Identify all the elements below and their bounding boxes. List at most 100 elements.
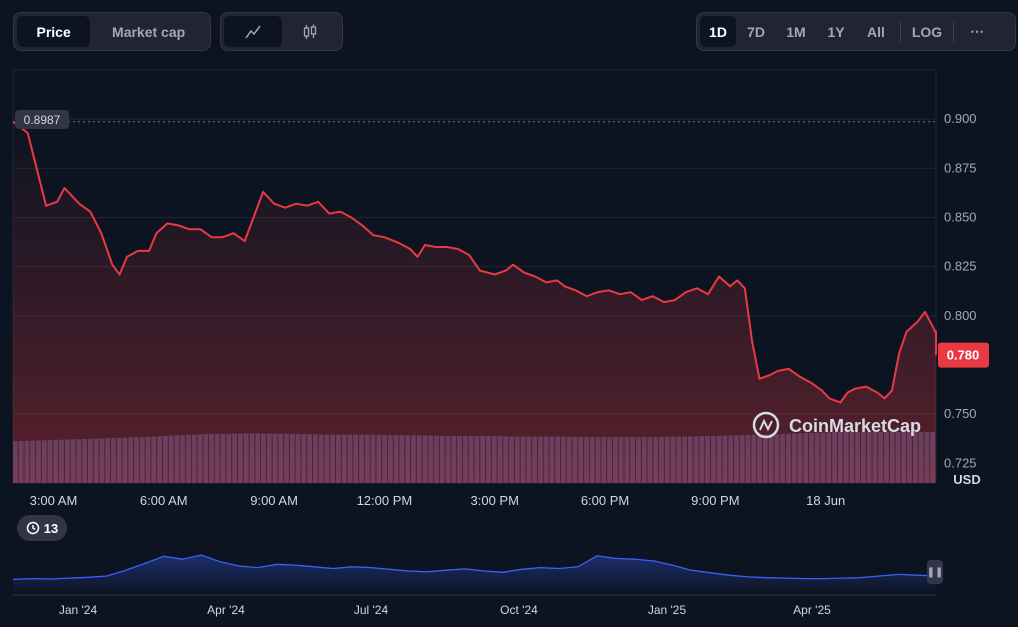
volume-bar bbox=[503, 436, 509, 483]
volume-bar bbox=[249, 433, 255, 483]
volume-bar bbox=[814, 432, 820, 483]
volume-bar bbox=[382, 434, 387, 483]
volume-bar bbox=[497, 436, 503, 483]
volume-bar bbox=[589, 437, 595, 483]
range-all-button[interactable]: All bbox=[867, 23, 885, 40]
volume-bar bbox=[930, 432, 935, 483]
volume-bar bbox=[653, 436, 659, 483]
plot-frame bbox=[12, 69, 937, 484]
volume-bar bbox=[768, 434, 774, 483]
volume-bar bbox=[705, 436, 711, 483]
volume-bar bbox=[693, 436, 699, 483]
volume-bar bbox=[18, 440, 24, 483]
current-price-text: 0.780 bbox=[947, 348, 980, 363]
x-tick-label: 3:00 PM bbox=[471, 493, 519, 508]
volume-bar bbox=[416, 435, 422, 483]
volume-bar bbox=[445, 435, 451, 483]
volume-bar bbox=[278, 433, 284, 483]
volume-bar bbox=[872, 432, 878, 483]
volume-bar bbox=[491, 436, 497, 483]
volume-bar bbox=[907, 432, 912, 483]
overview-x-tick-label: Jan '25 bbox=[648, 603, 687, 617]
volume-bar bbox=[820, 432, 826, 483]
volume-bar bbox=[180, 435, 186, 483]
log-scale-button[interactable]: LOG bbox=[911, 23, 943, 40]
volume-bar bbox=[636, 437, 641, 483]
volume-bar bbox=[157, 436, 162, 483]
chart-type-toggle bbox=[220, 12, 343, 51]
volume-bar bbox=[232, 433, 237, 483]
x-tick-label: 6:00 PM bbox=[581, 493, 629, 508]
volume-bar bbox=[734, 435, 739, 483]
x-tick-label: 3:00 AM bbox=[30, 493, 78, 508]
line-chart-button[interactable] bbox=[224, 16, 282, 47]
volume-bar bbox=[843, 432, 849, 483]
volume-bar bbox=[924, 432, 930, 483]
tab-price[interactable]: Price bbox=[17, 16, 91, 47]
volume-bar bbox=[722, 435, 728, 483]
volume-bar bbox=[237, 433, 243, 483]
volume-bar bbox=[422, 435, 428, 483]
toolbar-divider bbox=[953, 20, 954, 43]
volume-bar bbox=[537, 436, 543, 483]
volume-bar bbox=[895, 432, 901, 483]
volume-bar bbox=[647, 437, 653, 483]
range-7d-button[interactable]: 7D bbox=[747, 23, 765, 40]
volume-bar bbox=[295, 434, 301, 483]
volume-bar bbox=[220, 433, 226, 483]
volume-bar bbox=[428, 435, 434, 483]
tab-market-cap[interactable]: Market cap bbox=[112, 23, 186, 40]
volume-bar bbox=[855, 432, 861, 483]
range-1m-button[interactable]: 1M bbox=[786, 23, 806, 40]
volume-bar bbox=[786, 433, 791, 483]
volume-bar bbox=[884, 432, 889, 483]
history-count: 13 bbox=[43, 520, 59, 536]
volume-bar bbox=[301, 434, 307, 483]
volume-bar bbox=[555, 436, 561, 483]
volume-bar bbox=[411, 435, 416, 483]
range-1y-button[interactable]: 1Y bbox=[827, 23, 845, 40]
price-area bbox=[13, 121, 936, 483]
volume-bar bbox=[791, 433, 797, 483]
volume-bar bbox=[832, 432, 837, 483]
volume-bar bbox=[757, 434, 762, 483]
y-tick-label: 0.750 bbox=[944, 406, 977, 421]
volume-bar bbox=[607, 437, 612, 483]
volume-bar bbox=[728, 435, 734, 483]
volume-bar bbox=[451, 436, 457, 483]
volume-bar bbox=[462, 436, 468, 483]
volume-bar bbox=[174, 435, 180, 483]
volume-bar bbox=[24, 440, 30, 483]
y-tick-label: 0.800 bbox=[944, 308, 977, 323]
volume-bar bbox=[307, 434, 312, 483]
volume-bar bbox=[716, 435, 722, 483]
volume-bar bbox=[659, 436, 664, 483]
open-price-label-bg bbox=[15, 110, 69, 129]
volume-bar bbox=[330, 434, 336, 483]
volume-bar bbox=[457, 436, 462, 483]
more-options-button[interactable]: ⋯ bbox=[970, 23, 984, 39]
x-tick-label: 6:00 AM bbox=[140, 493, 188, 508]
x-tick-label: 18 Jun bbox=[806, 493, 845, 508]
volume-bar bbox=[82, 438, 87, 483]
volume-bar bbox=[434, 435, 439, 483]
volume-bar bbox=[139, 437, 145, 483]
overview-drag-handle[interactable]: ❚❚ bbox=[927, 560, 943, 584]
volume-bar bbox=[151, 436, 157, 483]
history-badge[interactable]: 13 bbox=[17, 515, 67, 541]
volume-bar bbox=[687, 436, 693, 483]
volume-bar bbox=[122, 437, 128, 483]
volume-bar bbox=[59, 439, 64, 483]
volume-bar bbox=[353, 434, 359, 483]
volume-bar bbox=[918, 432, 924, 483]
toolbar-divider bbox=[900, 20, 901, 43]
volume-bar bbox=[347, 434, 353, 483]
candlestick-button[interactable] bbox=[282, 16, 340, 47]
range-1d-button[interactable]: 1D bbox=[700, 16, 736, 47]
volume-bar bbox=[30, 440, 36, 483]
volume-bar bbox=[341, 434, 347, 483]
volume-bar bbox=[618, 437, 624, 483]
volume-bar bbox=[641, 437, 647, 483]
volume-bar bbox=[99, 438, 105, 483]
